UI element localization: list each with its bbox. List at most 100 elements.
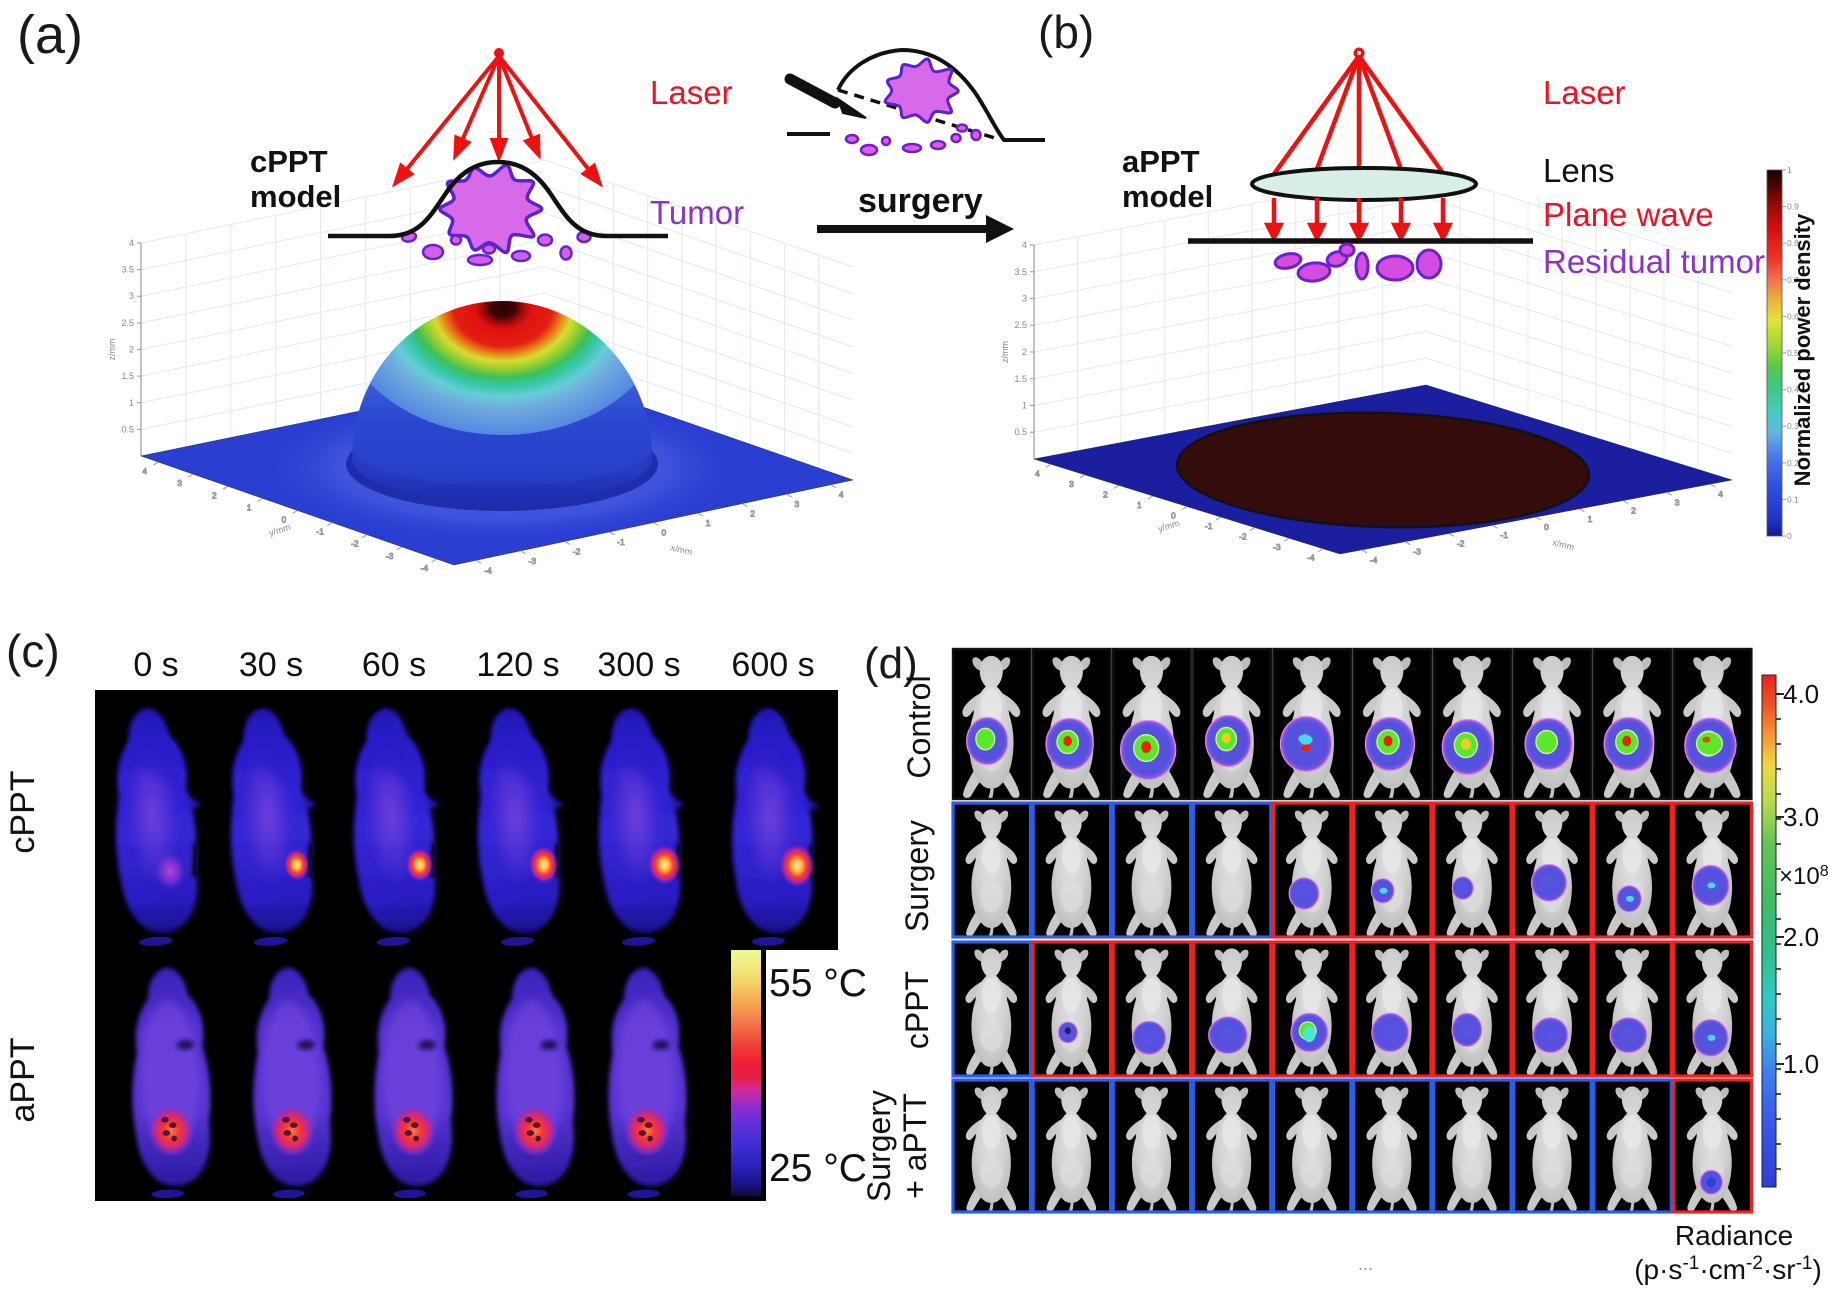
svg-text:-3: -3 — [386, 551, 394, 561]
svg-text:z/mm: z/mm — [107, 339, 117, 361]
svg-text:z/mm: z/mm — [1000, 341, 1010, 363]
svg-text:120 s: 120 s — [476, 646, 559, 684]
svg-text:3: 3 — [129, 291, 134, 301]
svg-text:aPPT: aPPT — [4, 1037, 42, 1122]
svg-text:-1: -1 — [316, 527, 324, 537]
svg-text:0.1: 0.1 — [1787, 494, 1799, 504]
svg-text:0.5: 0.5 — [1014, 427, 1027, 437]
svg-text:cPPT: cPPT — [4, 770, 42, 853]
svg-text:Normalized power density: Normalized power density — [1790, 213, 1815, 486]
svg-text:2: 2 — [1103, 489, 1108, 499]
svg-text:30 s: 30 s — [239, 646, 303, 684]
svg-text:-4: -4 — [1370, 555, 1378, 565]
svg-text:1: 1 — [1588, 514, 1593, 524]
svg-text:-2: -2 — [1239, 532, 1247, 542]
svg-text:1: 1 — [706, 518, 711, 528]
svg-text:0.9: 0.9 — [1787, 202, 1799, 212]
svg-text:-2: -2 — [351, 539, 359, 549]
svg-text:Lens: Lens — [1543, 152, 1615, 189]
svg-text:0.3: 0.3 — [1787, 421, 1799, 431]
svg-text:300 s: 300 s — [597, 646, 680, 684]
svg-text:1.5: 1.5 — [1014, 374, 1027, 384]
svg-text:0.4: 0.4 — [1787, 385, 1799, 395]
svg-text:surgery: surgery — [858, 182, 983, 220]
svg-text:Radiance: Radiance — [1675, 1220, 1793, 1251]
svg-text:+ aPTT: + aPTT — [897, 1093, 933, 1199]
svg-text:2: 2 — [212, 490, 217, 500]
svg-text:3: 3 — [795, 499, 800, 509]
svg-text:-1: -1 — [617, 537, 625, 547]
svg-text:aPPT: aPPT — [1122, 144, 1200, 179]
svg-text:(b): (b) — [1038, 6, 1094, 58]
svg-text:2.5: 2.5 — [1014, 320, 1027, 330]
svg-text:0 s: 0 s — [133, 646, 178, 684]
svg-text:4: 4 — [1022, 240, 1027, 250]
svg-text:...: ... — [1358, 1254, 1373, 1274]
svg-text:-3: -3 — [529, 556, 537, 566]
svg-text:4: 4 — [1718, 489, 1723, 499]
svg-text:3: 3 — [1022, 294, 1027, 304]
svg-text:1: 1 — [1022, 401, 1027, 411]
svg-text:-4: -4 — [484, 565, 492, 575]
svg-text:0: 0 — [1171, 511, 1176, 521]
svg-text:55 °C: 55 °C — [769, 962, 867, 1005]
svg-text:2: 2 — [129, 345, 134, 355]
svg-text:2: 2 — [1631, 506, 1636, 516]
svg-text:(d): (d) — [864, 639, 918, 688]
svg-text:Laser: Laser — [650, 74, 733, 111]
svg-text:4: 4 — [839, 490, 844, 500]
svg-text:cPPT: cPPT — [899, 971, 935, 1049]
svg-text:600 s: 600 s — [731, 646, 814, 684]
svg-text:0.2: 0.2 — [1787, 458, 1799, 468]
svg-text:0: 0 — [1544, 522, 1549, 532]
svg-text:1.0: 1.0 — [1783, 1049, 1819, 1079]
svg-text:1: 1 — [1787, 165, 1792, 175]
svg-text:3.5: 3.5 — [1014, 267, 1027, 277]
svg-text:4: 4 — [142, 466, 147, 476]
svg-text:0: 0 — [282, 515, 287, 525]
svg-text:2.0: 2.0 — [1783, 922, 1819, 952]
svg-text:Tumor: Tumor — [650, 194, 744, 231]
svg-text:-4: -4 — [1307, 553, 1315, 563]
svg-text:1: 1 — [247, 502, 252, 512]
svg-text:0.6: 0.6 — [1787, 311, 1799, 321]
svg-text:3: 3 — [177, 478, 182, 488]
svg-text:-1: -1 — [1500, 530, 1508, 540]
svg-text:3: 3 — [1069, 479, 1074, 489]
svg-text:1.5: 1.5 — [121, 371, 134, 381]
svg-text:Surgery: Surgery — [861, 1090, 897, 1202]
svg-text:1: 1 — [129, 398, 134, 408]
svg-text:2: 2 — [1022, 347, 1027, 357]
svg-text:2.5: 2.5 — [121, 318, 134, 328]
svg-text:model: model — [250, 179, 341, 214]
svg-text:(c): (c) — [6, 625, 60, 677]
svg-text:0.5: 0.5 — [1787, 348, 1799, 358]
svg-text:3.5: 3.5 — [121, 265, 134, 275]
svg-text:(p·s-1·cm-2·sr-1): (p·s-1·cm-2·sr-1) — [1634, 1253, 1822, 1285]
svg-text:cPPT: cPPT — [250, 144, 328, 179]
svg-text:Surgery: Surgery — [899, 820, 935, 932]
svg-text:Laser: Laser — [1543, 74, 1626, 111]
svg-text:Plane wave: Plane wave — [1543, 196, 1714, 233]
svg-text:-2: -2 — [1457, 538, 1465, 548]
svg-text:0.5: 0.5 — [121, 424, 134, 434]
svg-text:-2: -2 — [573, 546, 581, 556]
svg-text:0.8: 0.8 — [1787, 238, 1799, 248]
svg-text:60 s: 60 s — [362, 646, 426, 684]
svg-text:-4: -4 — [421, 563, 429, 573]
svg-text:3: 3 — [1675, 497, 1680, 507]
svg-text:4.0: 4.0 — [1783, 679, 1819, 709]
svg-text:0: 0 — [662, 528, 667, 538]
svg-text:model: model — [1122, 179, 1213, 214]
svg-text:(a): (a) — [17, 5, 83, 65]
svg-text:4: 4 — [1035, 468, 1040, 478]
svg-text:Control: Control — [901, 675, 937, 778]
svg-text:Residual tumor: Residual tumor — [1543, 243, 1765, 280]
svg-text:3.0: 3.0 — [1783, 802, 1819, 832]
svg-text:25 °C: 25 °C — [769, 1147, 867, 1190]
svg-text:0: 0 — [1787, 531, 1792, 541]
svg-text:4: 4 — [129, 238, 134, 248]
svg-text:-3: -3 — [1273, 542, 1281, 552]
svg-text:2: 2 — [750, 509, 755, 519]
svg-text:-3: -3 — [1413, 547, 1421, 557]
